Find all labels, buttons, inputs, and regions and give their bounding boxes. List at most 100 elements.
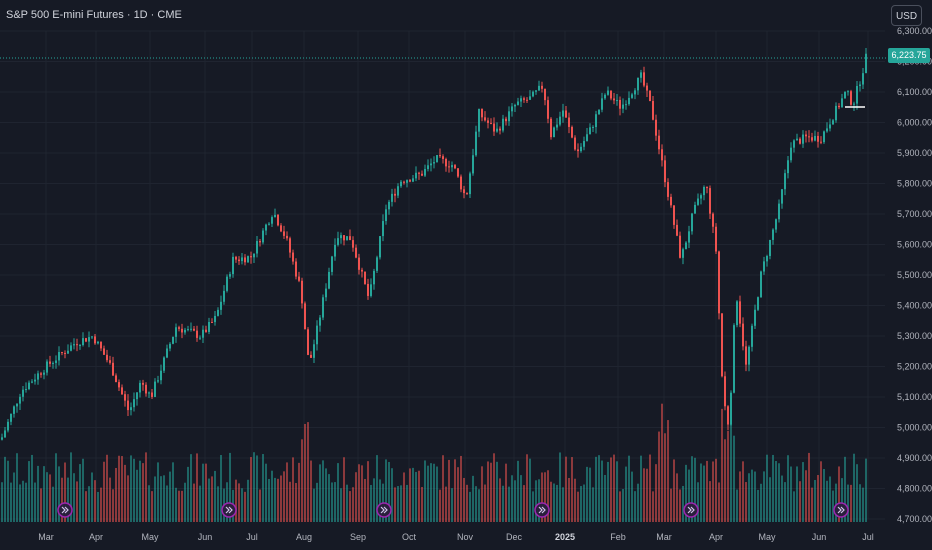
volume-bar [613, 454, 615, 522]
candle-body [223, 290, 225, 302]
symbol-title[interactable]: S&P 500 E-mini Futures · 1D · CME [6, 9, 182, 21]
event-markers[interactable] [57, 502, 849, 518]
candle-body [556, 124, 558, 128]
volume-bar [592, 487, 594, 522]
candle-body [181, 328, 183, 333]
candle-body [115, 375, 117, 383]
volume-bar [766, 454, 768, 522]
volume-bar [790, 466, 792, 522]
volume-bar [391, 468, 393, 522]
volume-bar [76, 481, 78, 522]
price-tick-label: 5,000.00 [897, 423, 932, 433]
candle-body [103, 348, 105, 355]
currency-button[interactable]: USD [891, 5, 922, 26]
volume-bars [1, 403, 867, 522]
volume-bar [337, 463, 339, 522]
candle-body [187, 329, 189, 331]
volume-bar [16, 453, 18, 522]
volume-bar [454, 459, 456, 522]
volume-bar [445, 486, 447, 522]
volume-bar [310, 460, 312, 522]
candle-body [73, 344, 75, 346]
volume-bar [328, 474, 330, 522]
candle-body [271, 217, 273, 224]
candle-body [829, 124, 831, 129]
candle-body [172, 336, 174, 344]
candle-body [724, 376, 726, 407]
candle-body [637, 77, 639, 91]
volume-bar [424, 460, 426, 522]
volume-bar [487, 461, 489, 522]
volume-bar [220, 455, 222, 522]
volume-bar [169, 471, 171, 522]
volume-bar [352, 487, 354, 522]
candle-body [805, 134, 807, 137]
volume-bar [619, 491, 621, 522]
volume-bar [859, 484, 861, 522]
candle-body [433, 162, 435, 164]
volume-bar [163, 475, 165, 522]
volume-bar [478, 489, 480, 522]
volume-bar [643, 468, 645, 522]
candle-body [553, 127, 555, 138]
candle-body [211, 322, 213, 324]
volume-bar [4, 456, 6, 522]
candle-body [277, 214, 279, 226]
price-tick-label: 6,300.00 [897, 26, 932, 36]
candle-body [847, 91, 849, 93]
candle-body [649, 90, 651, 102]
event-marker[interactable] [57, 502, 73, 518]
volume-bar [277, 478, 279, 522]
volume-bar [166, 485, 168, 522]
volume-bar [319, 464, 321, 522]
volume-bar [523, 485, 525, 522]
candle-body [595, 114, 597, 128]
candle-body [193, 328, 195, 331]
volume-bar [469, 491, 471, 522]
volume-bar [103, 461, 105, 522]
candle-body [178, 327, 180, 329]
candle-body [820, 141, 822, 143]
candle-body [220, 301, 222, 310]
event-marker[interactable] [221, 502, 237, 518]
candle-body [694, 204, 696, 214]
volume-bar [745, 482, 747, 522]
candle-body [4, 430, 6, 438]
volume-bar [763, 471, 765, 522]
candle-body [550, 118, 552, 138]
candle-body [589, 127, 591, 135]
candle-body [784, 173, 786, 190]
price-axis[interactable]: 6,300.006,200.006,100.006,000.005,900.00… [897, 26, 932, 524]
candle-body [412, 178, 414, 182]
event-marker[interactable] [683, 502, 699, 518]
price-tick-label: 5,400.00 [897, 301, 932, 311]
volume-bar [517, 460, 519, 522]
volume-bar [568, 478, 570, 522]
candle-body [706, 187, 708, 189]
candle-body [718, 251, 720, 314]
candle-body [814, 135, 816, 141]
volume-bar [856, 464, 858, 522]
candle-body [688, 231, 690, 243]
event-marker[interactable] [376, 502, 392, 518]
candle-body [856, 86, 858, 104]
candle-body [310, 354, 312, 358]
candle-body [859, 84, 861, 87]
time-axis[interactable]: Mar Apr May Jun Jul Aug Sep Oct Nov Dec 2025 Feb Mar… [38, 532, 874, 542]
volume-bar [211, 476, 213, 522]
candle-body [844, 91, 846, 99]
event-marker[interactable] [534, 502, 550, 518]
candle-body [601, 98, 603, 110]
event-marker[interactable] [833, 502, 849, 518]
candle-body [25, 389, 27, 391]
candle-body [373, 270, 375, 285]
volume-bar [754, 471, 756, 522]
grid-lines [0, 30, 885, 520]
volume-bar [31, 454, 33, 522]
candle-body [409, 180, 411, 182]
volume-bar [700, 463, 702, 522]
volume-bar [670, 488, 672, 522]
volume-bar [829, 476, 831, 522]
candle-body [382, 221, 384, 237]
